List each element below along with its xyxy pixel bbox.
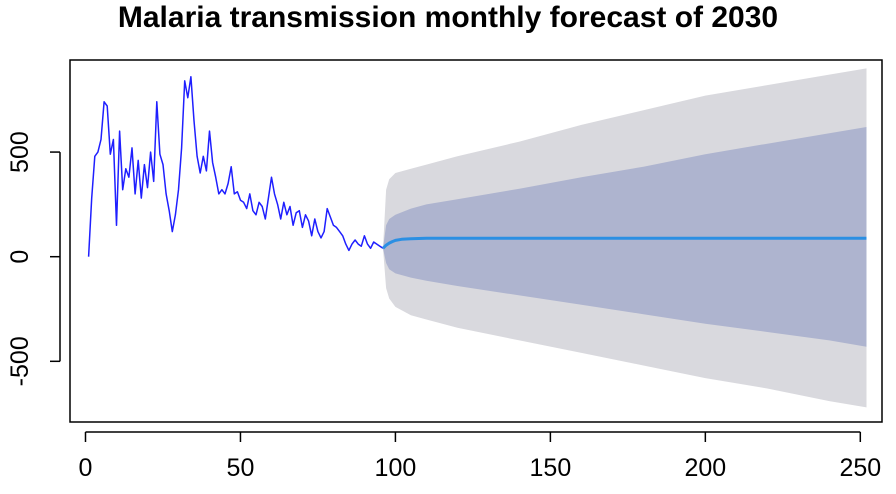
series-lines <box>87 75 867 257</box>
axes: 0 50 100 150 200 250 -500 0 500 <box>6 131 881 482</box>
chart-title: Malaria transmission monthly forecast of… <box>117 1 779 34</box>
x-tick-label: 50 <box>227 454 255 482</box>
x-tick-label: 100 <box>375 454 417 482</box>
x-tick-label: 0 <box>79 454 93 482</box>
x-tick-label: 200 <box>684 454 726 482</box>
forecast-mean-line <box>381 236 867 250</box>
y-tick-label: 0 <box>6 250 34 264</box>
y-tick-label: 500 <box>6 131 34 173</box>
x-tick-label: 150 <box>530 454 572 482</box>
plot-frame <box>69 59 883 423</box>
y-tick-label: -500 <box>6 336 34 386</box>
x-tick-label: 250 <box>839 454 881 482</box>
observed-line <box>87 75 384 257</box>
